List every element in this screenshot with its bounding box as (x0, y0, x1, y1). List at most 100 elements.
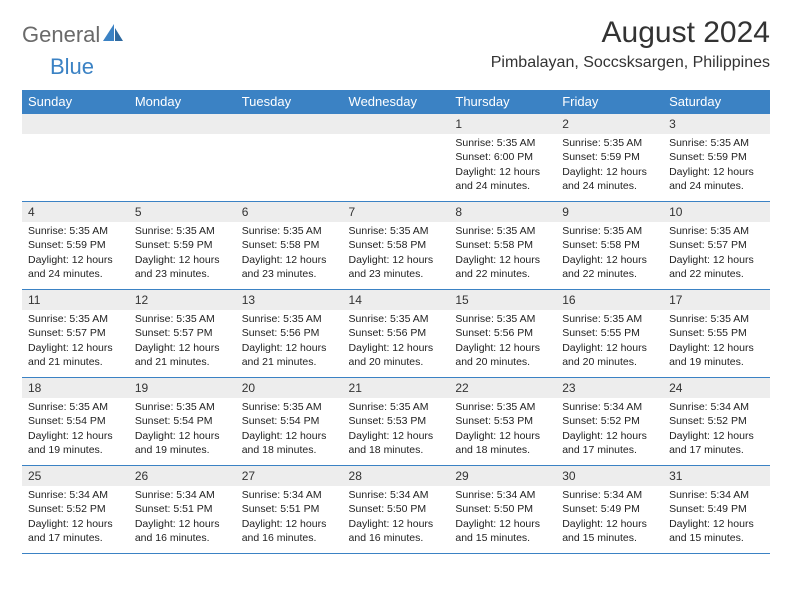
day-number: 30 (556, 466, 663, 486)
day-number: 17 (663, 290, 770, 310)
day-number: 2 (556, 114, 663, 134)
calendar-cell (22, 114, 129, 202)
title-block: August 2024 Pimbalayan, Soccsksargen, Ph… (491, 16, 770, 72)
day-number: 25 (22, 466, 129, 486)
calendar-cell: 10Sunrise: 5:35 AMSunset: 5:57 PMDayligh… (663, 202, 770, 290)
calendar-cell: 17Sunrise: 5:35 AMSunset: 5:55 PMDayligh… (663, 290, 770, 378)
calendar-cell: 14Sunrise: 5:35 AMSunset: 5:56 PMDayligh… (343, 290, 450, 378)
calendar-cell: 21Sunrise: 5:35 AMSunset: 5:53 PMDayligh… (343, 378, 450, 466)
day-details: Sunrise: 5:35 AMSunset: 5:58 PMDaylight:… (556, 222, 663, 285)
day-number: 14 (343, 290, 450, 310)
logo-sail-icon (103, 24, 123, 47)
day-number: 5 (129, 202, 236, 222)
day-number: 13 (236, 290, 343, 310)
day-number: 1 (449, 114, 556, 134)
day-number: 29 (449, 466, 556, 486)
calendar-body: 1Sunrise: 5:35 AMSunset: 6:00 PMDaylight… (22, 114, 770, 554)
day-details: Sunrise: 5:35 AMSunset: 5:57 PMDaylight:… (129, 310, 236, 373)
day-number: 28 (343, 466, 450, 486)
day-number: 18 (22, 378, 129, 398)
calendar-cell: 15Sunrise: 5:35 AMSunset: 5:56 PMDayligh… (449, 290, 556, 378)
day-details: Sunrise: 5:34 AMSunset: 5:49 PMDaylight:… (663, 486, 770, 549)
day-number: 10 (663, 202, 770, 222)
day-number: 19 (129, 378, 236, 398)
day-number: 23 (556, 378, 663, 398)
calendar-cell: 27Sunrise: 5:34 AMSunset: 5:51 PMDayligh… (236, 466, 343, 554)
day-details: Sunrise: 5:35 AMSunset: 5:54 PMDaylight:… (129, 398, 236, 461)
day-details: Sunrise: 5:35 AMSunset: 5:56 PMDaylight:… (236, 310, 343, 373)
day-details: Sunrise: 5:35 AMSunset: 5:58 PMDaylight:… (449, 222, 556, 285)
calendar-cell: 22Sunrise: 5:35 AMSunset: 5:53 PMDayligh… (449, 378, 556, 466)
logo-text-general: General (22, 22, 100, 48)
weekday-header: Wednesday (343, 90, 450, 114)
day-number: 16 (556, 290, 663, 310)
day-details: Sunrise: 5:35 AMSunset: 5:57 PMDaylight:… (663, 222, 770, 285)
day-details: Sunrise: 5:35 AMSunset: 5:59 PMDaylight:… (556, 134, 663, 197)
calendar-cell (236, 114, 343, 202)
day-details: Sunrise: 5:34 AMSunset: 5:51 PMDaylight:… (129, 486, 236, 549)
month-title: August 2024 (491, 16, 770, 50)
day-details: Sunrise: 5:34 AMSunset: 5:49 PMDaylight:… (556, 486, 663, 549)
day-details: Sunrise: 5:35 AMSunset: 5:56 PMDaylight:… (449, 310, 556, 373)
calendar-cell: 6Sunrise: 5:35 AMSunset: 5:58 PMDaylight… (236, 202, 343, 290)
calendar-cell (343, 114, 450, 202)
day-number: 8 (449, 202, 556, 222)
weekday-header: Saturday (663, 90, 770, 114)
day-number: 15 (449, 290, 556, 310)
calendar-cell: 25Sunrise: 5:34 AMSunset: 5:52 PMDayligh… (22, 466, 129, 554)
calendar-cell: 28Sunrise: 5:34 AMSunset: 5:50 PMDayligh… (343, 466, 450, 554)
day-details: Sunrise: 5:35 AMSunset: 5:54 PMDaylight:… (236, 398, 343, 461)
calendar-cell: 29Sunrise: 5:34 AMSunset: 5:50 PMDayligh… (449, 466, 556, 554)
day-details: Sunrise: 5:35 AMSunset: 5:53 PMDaylight:… (449, 398, 556, 461)
logo-text-blue: Blue (50, 54, 94, 80)
weekday-header: Thursday (449, 90, 556, 114)
day-details: Sunrise: 5:35 AMSunset: 5:58 PMDaylight:… (236, 222, 343, 285)
day-details: Sunrise: 5:34 AMSunset: 5:52 PMDaylight:… (556, 398, 663, 461)
day-details: Sunrise: 5:35 AMSunset: 5:55 PMDaylight:… (556, 310, 663, 373)
calendar-cell: 8Sunrise: 5:35 AMSunset: 5:58 PMDaylight… (449, 202, 556, 290)
day-details: Sunrise: 5:34 AMSunset: 5:50 PMDaylight:… (449, 486, 556, 549)
day-details: Sunrise: 5:34 AMSunset: 5:50 PMDaylight:… (343, 486, 450, 549)
day-details: Sunrise: 5:35 AMSunset: 5:54 PMDaylight:… (22, 398, 129, 461)
day-details: Sunrise: 5:35 AMSunset: 5:59 PMDaylight:… (22, 222, 129, 285)
calendar-header-row: SundayMondayTuesdayWednesdayThursdayFrid… (22, 90, 770, 114)
day-details: Sunrise: 5:35 AMSunset: 5:59 PMDaylight:… (129, 222, 236, 285)
day-details: Sunrise: 5:34 AMSunset: 5:51 PMDaylight:… (236, 486, 343, 549)
day-number: 6 (236, 202, 343, 222)
calendar-cell: 19Sunrise: 5:35 AMSunset: 5:54 PMDayligh… (129, 378, 236, 466)
day-details: Sunrise: 5:35 AMSunset: 5:57 PMDaylight:… (22, 310, 129, 373)
calendar-cell: 30Sunrise: 5:34 AMSunset: 5:49 PMDayligh… (556, 466, 663, 554)
day-number: 21 (343, 378, 450, 398)
calendar-cell: 26Sunrise: 5:34 AMSunset: 5:51 PMDayligh… (129, 466, 236, 554)
calendar-cell (129, 114, 236, 202)
calendar-cell: 9Sunrise: 5:35 AMSunset: 5:58 PMDaylight… (556, 202, 663, 290)
calendar-cell: 20Sunrise: 5:35 AMSunset: 5:54 PMDayligh… (236, 378, 343, 466)
calendar-cell: 3Sunrise: 5:35 AMSunset: 5:59 PMDaylight… (663, 114, 770, 202)
weekday-header: Friday (556, 90, 663, 114)
location-text: Pimbalayan, Soccsksargen, Philippines (491, 54, 770, 72)
day-number: 4 (22, 202, 129, 222)
calendar-cell: 1Sunrise: 5:35 AMSunset: 6:00 PMDaylight… (449, 114, 556, 202)
calendar-cell: 4Sunrise: 5:35 AMSunset: 5:59 PMDaylight… (22, 202, 129, 290)
weekday-header: Sunday (22, 90, 129, 114)
calendar-cell: 7Sunrise: 5:35 AMSunset: 5:58 PMDaylight… (343, 202, 450, 290)
day-number: 9 (556, 202, 663, 222)
calendar-cell: 24Sunrise: 5:34 AMSunset: 5:52 PMDayligh… (663, 378, 770, 466)
day-number: 27 (236, 466, 343, 486)
calendar-cell: 18Sunrise: 5:35 AMSunset: 5:54 PMDayligh… (22, 378, 129, 466)
day-number: 7 (343, 202, 450, 222)
calendar-cell: 12Sunrise: 5:35 AMSunset: 5:57 PMDayligh… (129, 290, 236, 378)
calendar-table: SundayMondayTuesdayWednesdayThursdayFrid… (22, 90, 770, 554)
day-number: 20 (236, 378, 343, 398)
weekday-header: Monday (129, 90, 236, 114)
day-number: 31 (663, 466, 770, 486)
calendar-cell: 23Sunrise: 5:34 AMSunset: 5:52 PMDayligh… (556, 378, 663, 466)
calendar-cell: 11Sunrise: 5:35 AMSunset: 5:57 PMDayligh… (22, 290, 129, 378)
weekday-header: Tuesday (236, 90, 343, 114)
day-number: 12 (129, 290, 236, 310)
day-details: Sunrise: 5:35 AMSunset: 5:55 PMDaylight:… (663, 310, 770, 373)
day-number: 22 (449, 378, 556, 398)
day-number: 11 (22, 290, 129, 310)
calendar-cell: 13Sunrise: 5:35 AMSunset: 5:56 PMDayligh… (236, 290, 343, 378)
calendar-cell: 16Sunrise: 5:35 AMSunset: 5:55 PMDayligh… (556, 290, 663, 378)
